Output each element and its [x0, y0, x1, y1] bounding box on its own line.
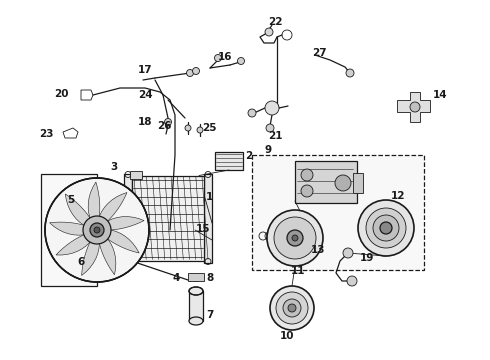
Ellipse shape: [189, 287, 203, 295]
Text: 16: 16: [218, 52, 232, 62]
Text: 1: 1: [206, 192, 213, 202]
Circle shape: [266, 124, 274, 132]
Text: 11: 11: [291, 266, 305, 276]
Polygon shape: [99, 239, 116, 275]
Text: 9: 9: [264, 145, 271, 155]
Circle shape: [346, 69, 354, 77]
Circle shape: [292, 235, 298, 241]
Polygon shape: [82, 242, 99, 275]
Ellipse shape: [191, 275, 201, 281]
Circle shape: [193, 68, 199, 75]
Text: 19: 19: [360, 253, 374, 263]
Bar: [189, 291, 203, 321]
Ellipse shape: [189, 317, 203, 325]
Bar: [295, 161, 357, 203]
Text: 21: 21: [268, 131, 283, 141]
Text: 4: 4: [172, 273, 180, 283]
Bar: [124, 174, 132, 262]
Circle shape: [380, 222, 392, 234]
Circle shape: [197, 127, 203, 133]
Circle shape: [94, 227, 100, 233]
Polygon shape: [397, 92, 430, 122]
Bar: [132, 175, 204, 261]
Text: 20: 20: [54, 89, 69, 99]
Circle shape: [45, 178, 149, 282]
Circle shape: [248, 109, 256, 117]
Text: 5: 5: [67, 195, 74, 205]
Circle shape: [83, 216, 111, 244]
Circle shape: [267, 210, 323, 266]
Circle shape: [287, 230, 303, 246]
Polygon shape: [188, 273, 204, 281]
Circle shape: [265, 28, 273, 36]
Text: 25: 25: [202, 123, 217, 133]
Polygon shape: [108, 230, 139, 253]
Circle shape: [265, 101, 279, 115]
Circle shape: [366, 208, 406, 248]
Circle shape: [215, 54, 221, 62]
Text: 3: 3: [111, 162, 118, 172]
Polygon shape: [49, 222, 84, 235]
Text: 23: 23: [40, 129, 54, 139]
Text: 27: 27: [312, 48, 327, 58]
Text: 6: 6: [77, 257, 84, 267]
Text: 7: 7: [206, 310, 213, 320]
Polygon shape: [88, 182, 100, 218]
Text: 17: 17: [138, 65, 152, 75]
Circle shape: [301, 185, 313, 197]
Polygon shape: [108, 217, 144, 230]
Bar: [41, 174, 97, 286]
Polygon shape: [99, 193, 127, 221]
Circle shape: [343, 248, 353, 258]
Text: 12: 12: [391, 191, 406, 201]
Polygon shape: [65, 194, 90, 225]
Circle shape: [165, 118, 172, 126]
Circle shape: [270, 286, 314, 330]
Circle shape: [335, 175, 351, 191]
Circle shape: [301, 169, 313, 181]
Circle shape: [288, 304, 296, 312]
Bar: [252, 155, 424, 270]
Text: 2: 2: [245, 151, 252, 161]
Text: 14: 14: [433, 90, 448, 100]
Text: 13: 13: [311, 245, 325, 255]
Circle shape: [238, 58, 245, 64]
Circle shape: [90, 223, 104, 237]
Text: 18: 18: [138, 117, 152, 127]
Text: 10: 10: [280, 331, 294, 341]
Circle shape: [274, 217, 316, 259]
Circle shape: [283, 299, 301, 317]
Bar: [204, 174, 212, 262]
Circle shape: [347, 276, 357, 286]
Circle shape: [185, 125, 191, 131]
Circle shape: [187, 69, 194, 77]
Circle shape: [410, 102, 420, 112]
Text: 26: 26: [157, 121, 172, 131]
Polygon shape: [56, 235, 90, 255]
Polygon shape: [130, 171, 142, 179]
Text: 24: 24: [138, 90, 152, 100]
Bar: [353, 173, 363, 193]
Text: 22: 22: [268, 17, 283, 27]
Circle shape: [276, 292, 308, 324]
Text: 15: 15: [196, 224, 211, 234]
Text: 8: 8: [206, 273, 213, 283]
Circle shape: [373, 215, 399, 241]
Circle shape: [358, 200, 414, 256]
Bar: [215, 152, 243, 170]
